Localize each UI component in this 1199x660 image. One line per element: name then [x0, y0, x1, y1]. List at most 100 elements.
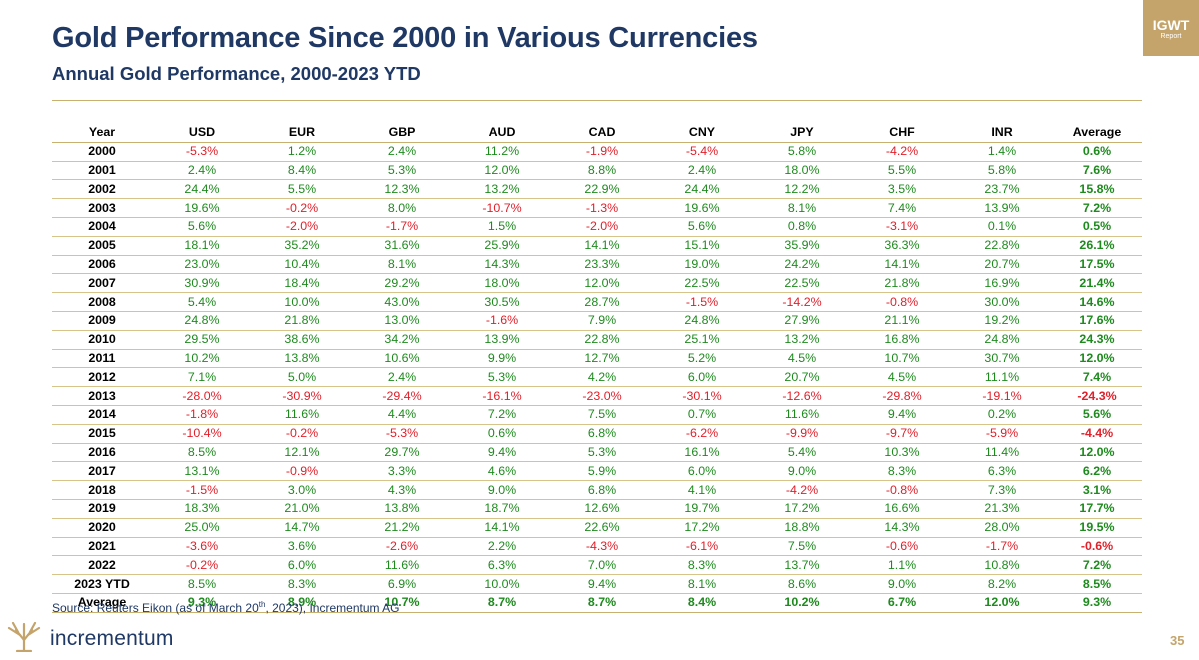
- value-cell: 13.7%: [752, 555, 852, 576]
- value-cell: 21.2%: [352, 518, 452, 538]
- value-cell: 10.4%: [252, 255, 352, 275]
- column-header: Year: [52, 124, 152, 143]
- value-cell: 22.9%: [552, 179, 652, 200]
- table-row: 2000 -5.3% 1.2% 2.4% 11.2% -1.9% -5.4% 5.8% -4.2…: [52, 142, 1142, 162]
- table-row: 2005 18.1% 35.2% 31.6% 25.9% 14.1% 15.1% 35.9% 3…: [52, 236, 1142, 256]
- value-cell: 13.9%: [952, 198, 1052, 218]
- year-cell: 2001: [52, 161, 152, 181]
- value-cell: 11.6%: [752, 405, 852, 425]
- average-cell: 17.5%: [1052, 255, 1142, 275]
- value-cell: -0.9%: [252, 461, 352, 482]
- column-header: INR: [952, 124, 1052, 143]
- value-cell: 6.8%: [552, 480, 652, 500]
- year-cell: 2002: [52, 179, 152, 200]
- value-cell: 6.3%: [452, 555, 552, 576]
- value-cell: 10.2%: [752, 592, 852, 613]
- table-row: 2013 -28.0% -30.9% -29.4% -16.1% -23.0% -30.1%…: [52, 386, 1142, 406]
- column-header: AUD: [452, 124, 552, 143]
- value-cell: 3.5%: [852, 179, 952, 200]
- average-cell: -0.6%: [1052, 537, 1142, 557]
- value-cell: 24.8%: [152, 311, 252, 331]
- value-cell: 11.6%: [252, 405, 352, 425]
- year-cell: 2012: [52, 367, 152, 388]
- value-cell: 10.6%: [352, 349, 452, 369]
- table-row: 2014 -1.8% 11.6% 4.4% 7.2% 7.5% 0.7% 11.6% 9.4% 0…: [52, 405, 1142, 425]
- incrementum-logo: incrementum: [4, 620, 174, 658]
- value-cell: 14.3%: [852, 518, 952, 538]
- value-cell: -9.9%: [752, 424, 852, 444]
- value-cell: 10.0%: [452, 574, 552, 594]
- year-cell: 2015: [52, 424, 152, 444]
- value-cell: 3.3%: [352, 461, 452, 482]
- value-cell: -29.8%: [852, 386, 952, 406]
- average-cell: 17.7%: [1052, 499, 1142, 519]
- value-cell: -1.3%: [552, 198, 652, 218]
- value-cell: 19.7%: [652, 499, 752, 519]
- value-cell: -2.0%: [552, 217, 652, 237]
- year-cell: 2023 YTD: [52, 574, 152, 594]
- value-cell: 1.4%: [952, 142, 1052, 162]
- value-cell: 24.2%: [752, 255, 852, 275]
- source-note: Source: Reuters Eikon (as of March 20th,…: [52, 600, 400, 615]
- average-cell: 6.2%: [1052, 461, 1142, 482]
- value-cell: 5.6%: [652, 217, 752, 237]
- value-cell: 19.2%: [952, 311, 1052, 331]
- value-cell: 2.2%: [452, 537, 552, 557]
- column-header: GBP: [352, 124, 452, 143]
- column-header: CNY: [652, 124, 752, 143]
- value-cell: 24.8%: [952, 330, 1052, 350]
- value-cell: 14.1%: [452, 518, 552, 538]
- value-cell: 2.4%: [652, 161, 752, 181]
- value-cell: -12.6%: [752, 386, 852, 406]
- value-cell: 5.6%: [152, 217, 252, 237]
- year-cell: 2011: [52, 349, 152, 369]
- year-cell: 2020: [52, 518, 152, 538]
- value-cell: 11.1%: [952, 367, 1052, 388]
- value-cell: 16.1%: [652, 443, 752, 463]
- value-cell: 2.4%: [152, 161, 252, 181]
- table-row: 2001 2.4% 8.4% 5.3% 12.0% 8.8% 2.4% 18.0% 5.5% 5.…: [52, 161, 1142, 181]
- value-cell: -9.7%: [852, 424, 952, 444]
- value-cell: -0.2%: [252, 198, 352, 218]
- value-cell: -30.1%: [652, 386, 752, 406]
- value-cell: 6.8%: [552, 424, 652, 444]
- year-cell: 2009: [52, 311, 152, 331]
- average-cell: 7.6%: [1052, 161, 1142, 181]
- value-cell: 19.6%: [652, 198, 752, 218]
- value-cell: 0.7%: [652, 405, 752, 425]
- table-row: 2018 -1.5% 3.0% 4.3% 9.0% 6.8% 4.1% -4.2% -0.8% 7…: [52, 480, 1142, 500]
- value-cell: 8.6%: [752, 574, 852, 594]
- value-cell: -0.8%: [852, 480, 952, 500]
- value-cell: -5.9%: [952, 424, 1052, 444]
- value-cell: -3.1%: [852, 217, 952, 237]
- value-cell: 9.0%: [452, 480, 552, 500]
- value-cell: 22.8%: [552, 330, 652, 350]
- value-cell: 22.5%: [752, 273, 852, 294]
- value-cell: 29.2%: [352, 273, 452, 294]
- table-row: 2006 23.0% 10.4% 8.1% 14.3% 23.3% 19.0% 24.2% 14…: [52, 255, 1142, 275]
- table-row: 2002 24.4% 5.5% 12.3% 13.2% 22.9% 24.4% 12.2% 3.…: [52, 179, 1142, 200]
- table-row: 2011 10.2% 13.8% 10.6% 9.9% 12.7% 5.2% 4.5% 10.7…: [52, 349, 1142, 369]
- value-cell: 19.6%: [152, 198, 252, 218]
- value-cell: 8.5%: [152, 443, 252, 463]
- value-cell: 15.1%: [652, 236, 752, 256]
- value-cell: 21.8%: [252, 311, 352, 331]
- value-cell: -3.6%: [152, 537, 252, 557]
- value-cell: 4.3%: [352, 480, 452, 500]
- value-cell: 14.1%: [852, 255, 952, 275]
- value-cell: 8.7%: [552, 592, 652, 613]
- page-number: 35: [1170, 633, 1185, 648]
- table-row: 2022 -0.2% 6.0% 11.6% 6.3% 7.0% 8.3% 13.7% 1.1% 1…: [52, 555, 1142, 576]
- average-cell: 24.3%: [1052, 330, 1142, 350]
- value-cell: -6.2%: [652, 424, 752, 444]
- value-cell: 16.9%: [952, 273, 1052, 294]
- value-cell: 13.2%: [452, 179, 552, 200]
- value-cell: 11.2%: [452, 142, 552, 162]
- value-cell: 6.7%: [852, 592, 952, 613]
- average-cell: 9.3%: [1052, 592, 1142, 613]
- table-row: 2004 5.6% -2.0% -1.7% 1.5% -2.0% 5.6% 0.8% -3.1%…: [52, 217, 1142, 237]
- value-cell: 13.1%: [152, 461, 252, 482]
- value-cell: 5.4%: [752, 443, 852, 463]
- average-cell: 12.0%: [1052, 349, 1142, 369]
- value-cell: 23.3%: [552, 255, 652, 275]
